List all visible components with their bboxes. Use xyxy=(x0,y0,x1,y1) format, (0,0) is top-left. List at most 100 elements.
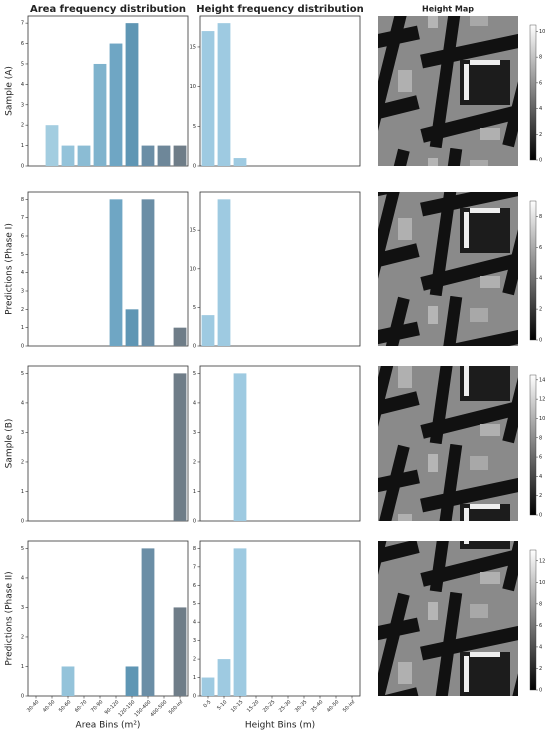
y-tick-label: 3 xyxy=(193,430,196,436)
x-axis-label: Area Bins (m²) xyxy=(76,721,141,731)
y-tick-label: 0 xyxy=(193,519,196,525)
x-tick-label: 50-inf xyxy=(342,699,357,714)
y-tick-label: 7 xyxy=(193,564,196,570)
y-tick-label: 2 xyxy=(21,459,24,465)
y-tick-label: 15 xyxy=(190,228,196,234)
x-tick-label: 50-60 xyxy=(58,699,73,714)
y-tick-label: 5 xyxy=(21,546,24,552)
bar xyxy=(141,548,155,696)
colorbar-tick-label: 2 xyxy=(539,666,542,672)
y-tick-label: 7 xyxy=(21,21,24,27)
colorbar-tick-label: 0 xyxy=(539,158,542,164)
plot-area xyxy=(27,365,189,522)
colorbar-tick-label: 6 xyxy=(539,245,542,251)
x-tick-label: 15-20 xyxy=(246,699,261,714)
y-tick-label: 0 xyxy=(193,344,196,350)
y-tick-label: 0 xyxy=(193,694,196,700)
colorbar-tick-label: 6 xyxy=(539,80,542,86)
y-tick-label: 1 xyxy=(193,489,196,495)
y-tick-label: 0 xyxy=(21,519,24,525)
y-axis-label: Sample (A) xyxy=(5,66,15,116)
colorbar xyxy=(529,549,537,691)
x-tick-label: 30-35 xyxy=(294,699,309,714)
colorbar-tick-label: 8 xyxy=(539,601,542,607)
y-tick-label: 4 xyxy=(21,575,24,581)
bar xyxy=(141,199,155,346)
colorbar xyxy=(529,200,537,341)
bar xyxy=(173,145,187,166)
x-tick-label: 70-90 xyxy=(90,699,105,714)
x-tick-label: 30-40 xyxy=(26,699,41,714)
y-tick-label: 6 xyxy=(21,41,24,47)
colorbar-tick-label: 10 xyxy=(539,416,545,422)
x-tick-label: 0-5 xyxy=(202,699,212,709)
y-tick-label: 4 xyxy=(21,270,24,276)
colorbar-tick-label: 6 xyxy=(539,623,542,629)
column-title: Height Map xyxy=(422,5,474,14)
y-tick-label: 7 xyxy=(21,215,24,221)
y-tick-label: 0 xyxy=(21,694,24,700)
y-tick-label: 15 xyxy=(190,44,196,50)
y-tick-label: 6 xyxy=(193,583,196,589)
y-tick-label: 0 xyxy=(193,164,196,170)
colorbar-tick-label: 10 xyxy=(539,580,545,586)
y-tick-label: 4 xyxy=(21,82,24,88)
colorbar xyxy=(529,24,537,161)
bar xyxy=(157,145,171,166)
colorbar-tick-label: 4 xyxy=(539,644,542,650)
y-tick-label: 0 xyxy=(21,164,24,170)
y-tick-label: 2 xyxy=(193,459,196,465)
y-tick-label: 0 xyxy=(21,344,24,350)
x-tick-label: 10-15 xyxy=(230,699,245,714)
bar xyxy=(125,23,139,167)
bar xyxy=(125,309,139,346)
bar xyxy=(109,43,123,166)
y-axis-label: Sample (B) xyxy=(5,419,15,469)
height-map-image xyxy=(378,16,518,166)
y-axis-label: Predictions (Phase I) xyxy=(5,223,15,315)
colorbar-tick-label: 2 xyxy=(539,307,542,313)
bar xyxy=(61,145,75,166)
colorbar-tick-label: 2 xyxy=(539,132,542,138)
colorbar-tick-label: 2 xyxy=(539,493,542,499)
colorbar-tick-label: 0 xyxy=(539,688,542,694)
y-tick-label: 8 xyxy=(21,197,24,203)
bar xyxy=(109,199,123,346)
colorbar-tick-label: 14 xyxy=(539,377,545,383)
y-tick-label: 4 xyxy=(193,400,196,406)
bar xyxy=(173,327,187,346)
y-tick-label: 5 xyxy=(193,305,196,311)
colorbar xyxy=(529,374,537,516)
bar xyxy=(173,373,187,521)
x-tick-label: 35-40 xyxy=(310,699,325,714)
y-tick-label: 5 xyxy=(21,371,24,377)
y-tick-label: 5 xyxy=(21,252,24,258)
plot-area xyxy=(27,191,189,347)
colorbar-tick-label: 8 xyxy=(539,435,542,441)
colorbar-tick-label: 0 xyxy=(539,513,542,519)
y-tick-label: 1 xyxy=(21,143,24,149)
x-tick-label: 20-25 xyxy=(262,699,277,714)
colorbar-tick-label: 6 xyxy=(539,455,542,461)
x-tick-label: 40-50 xyxy=(42,699,57,714)
bar xyxy=(61,666,75,696)
colorbar-tick-label: 0 xyxy=(539,338,542,344)
x-tick-label: 400-500 xyxy=(149,699,168,718)
colorbar-tick-label: 4 xyxy=(539,474,542,480)
y-tick-label: 10 xyxy=(190,266,196,272)
y-tick-label: 4 xyxy=(21,400,24,406)
bar xyxy=(233,158,247,166)
y-axis-label: Predictions (Phase II) xyxy=(5,571,15,665)
y-tick-label: 1 xyxy=(21,489,24,495)
x-tick-label: 500-inf xyxy=(168,699,185,716)
y-tick-label: 3 xyxy=(21,605,24,611)
bar xyxy=(217,23,231,167)
bar xyxy=(201,315,215,346)
column-title: Height frequency distribution xyxy=(196,4,363,15)
bar xyxy=(45,125,59,166)
y-tick-label: 2 xyxy=(21,307,24,313)
y-tick-label: 5 xyxy=(193,124,196,130)
bar xyxy=(173,607,187,696)
colorbar-tick-label: 12 xyxy=(539,397,545,403)
